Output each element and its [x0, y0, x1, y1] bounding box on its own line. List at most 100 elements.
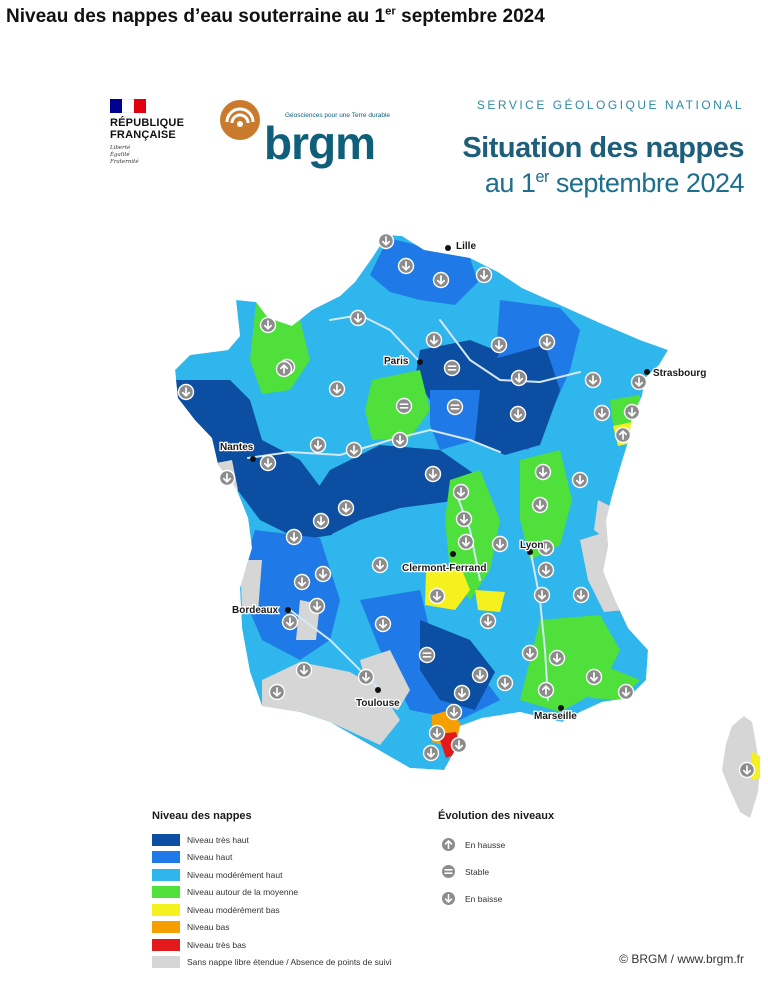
- city-label-marseille: Marseille: [534, 711, 577, 722]
- arrow-down-icon: [593, 404, 611, 422]
- legend-swatch-bas: [152, 921, 180, 934]
- level-legend: Niveau très haut Niveau haut Niveau modé…: [152, 831, 392, 971]
- arrow-down-icon: [391, 431, 409, 449]
- evolution-item: Stable: [440, 858, 505, 885]
- arrow-down-icon: [452, 483, 470, 501]
- arrow-down-icon: [453, 684, 471, 702]
- arrow-down-icon: [617, 683, 635, 701]
- city-dot-strasbourg: [644, 369, 650, 375]
- arrow-down-icon: [455, 510, 473, 528]
- title-superscript: er: [385, 5, 396, 18]
- city-dot-clermont: [450, 551, 456, 557]
- evolution-legend-title: Évolution des niveaux: [438, 810, 555, 822]
- legend-item: Niveau bas: [152, 919, 392, 937]
- arrow-down-icon: [218, 469, 236, 487]
- arrow-down-icon: [538, 333, 556, 351]
- legend-item: Niveau autour de la moyenne: [152, 884, 392, 902]
- arrow-down-icon: [425, 331, 443, 349]
- arrow-down-icon: [345, 441, 363, 459]
- arrow-down-icon: [268, 683, 286, 701]
- city-label-nantes: Nantes: [220, 442, 254, 453]
- arrow-down-icon: [475, 266, 493, 284]
- city-markers: Lille Paris Strasbourg Nantes Clermont-F…: [219, 240, 708, 724]
- subtitle-text: au 1: [484, 168, 536, 198]
- evolution-item: En baisse: [440, 885, 505, 912]
- arrow-down-icon: [308, 597, 326, 615]
- evolution-label: En hausse: [465, 839, 506, 850]
- city-dot-marseille: [558, 705, 564, 711]
- republique-francaise-logo: RÉPUBLIQUE FRANÇAISE Liberté Égalité Fra…: [110, 99, 184, 166]
- arrow-down-icon: [585, 668, 603, 686]
- legend-title: Niveau des nappes: [152, 810, 252, 822]
- legend-label: Niveau modérément bas: [187, 904, 280, 915]
- arrow-down-icon: [293, 573, 311, 591]
- arrow-down-icon: [397, 257, 415, 275]
- legend-swatch-moderement-haut: [152, 868, 180, 881]
- equals-icon: [395, 397, 413, 415]
- arrow-down-icon: [509, 405, 527, 423]
- arrow-down-icon: [259, 454, 277, 472]
- arrow-down-icon: [328, 380, 346, 398]
- arrow-down-icon: [349, 309, 367, 327]
- arrow-down-icon: [422, 744, 440, 762]
- evolution-label: En baisse: [465, 893, 503, 904]
- arrow-down-icon: [491, 535, 509, 553]
- legend-label: Niveau autour de la moyenne: [187, 887, 299, 898]
- arrow-down-icon: [428, 587, 446, 605]
- arrow-down-icon: [357, 668, 375, 686]
- legend-label: Niveau haut: [187, 852, 233, 863]
- arrow-down-icon: [432, 271, 450, 289]
- map-subtitle: au 1er septembre 2024: [484, 168, 745, 199]
- service-label: SERVICE GÉOLOGIQUE NATIONAL: [476, 98, 744, 112]
- french-flag-icon: [110, 99, 146, 113]
- rf-motto: Liberté Égalité Fraternité: [110, 145, 139, 165]
- subtitle-date: septembre 2024: [548, 168, 745, 198]
- city-label-lyon: Lyon: [520, 540, 544, 551]
- subtitle-superscript: er: [535, 168, 549, 186]
- arrow-down-icon: [424, 465, 442, 483]
- city-dot-lyon: [527, 549, 533, 555]
- arrow-down-icon: [571, 471, 589, 489]
- legend-swatch-moyenne: [152, 886, 180, 899]
- equals-icon: [440, 863, 457, 880]
- city-dot-lille: [445, 245, 451, 251]
- arrow-up-icon: [614, 426, 632, 444]
- arrow-down-icon: [537, 539, 555, 557]
- evolution-label: Stable: [465, 866, 490, 877]
- arrow-down-icon: [440, 890, 457, 907]
- city-dot-paris: [417, 359, 423, 365]
- evolution-item: En hausse: [440, 831, 505, 858]
- arrow-down-icon: [630, 373, 648, 391]
- france-level-zones: [175, 235, 668, 770]
- legend-swatch-tres-haut: [152, 833, 180, 846]
- legend-item: Niveau haut: [152, 849, 392, 867]
- arrow-down-icon: [295, 661, 313, 679]
- arrow-down-icon: [309, 436, 327, 454]
- legend-item: Niveau modérément haut: [152, 866, 392, 884]
- legend-label: Niveau modérément haut: [187, 869, 283, 880]
- city-label-paris: Paris: [384, 356, 409, 367]
- arrow-up-icon: [537, 681, 555, 699]
- city-label-strasbourg: Strasbourg: [653, 368, 706, 379]
- legend-swatch-absence: [152, 956, 180, 969]
- arrow-down-icon: [450, 736, 468, 754]
- city-label-bordeaux: Bordeaux: [232, 605, 279, 616]
- city-dot-toulouse: [375, 687, 381, 693]
- arrow-down-icon: [496, 674, 514, 692]
- arrow-down-icon: [285, 528, 303, 546]
- legend-label: Niveau bas: [187, 922, 230, 933]
- arrow-down-icon: [445, 703, 463, 721]
- arrow-down-icon: [534, 463, 552, 481]
- rivers: [247, 313, 581, 701]
- legend-item: Sans nappe libre étendue / Absence de po…: [152, 954, 392, 972]
- arrow-down-icon: [521, 644, 539, 662]
- city-dot-bordeaux: [285, 607, 291, 613]
- arrow-down-icon: [259, 316, 277, 334]
- legend-label: Niveau très bas: [187, 939, 247, 950]
- arrow-down-icon: [548, 649, 566, 667]
- title-text: Niveau des nappes d’eau souterraine au 1: [6, 6, 386, 27]
- legend-swatch-moderement-bas: [152, 903, 180, 916]
- arrow-down-icon: [428, 724, 446, 742]
- brgm-tagline: Géosciences pour une Terre durable: [285, 112, 391, 119]
